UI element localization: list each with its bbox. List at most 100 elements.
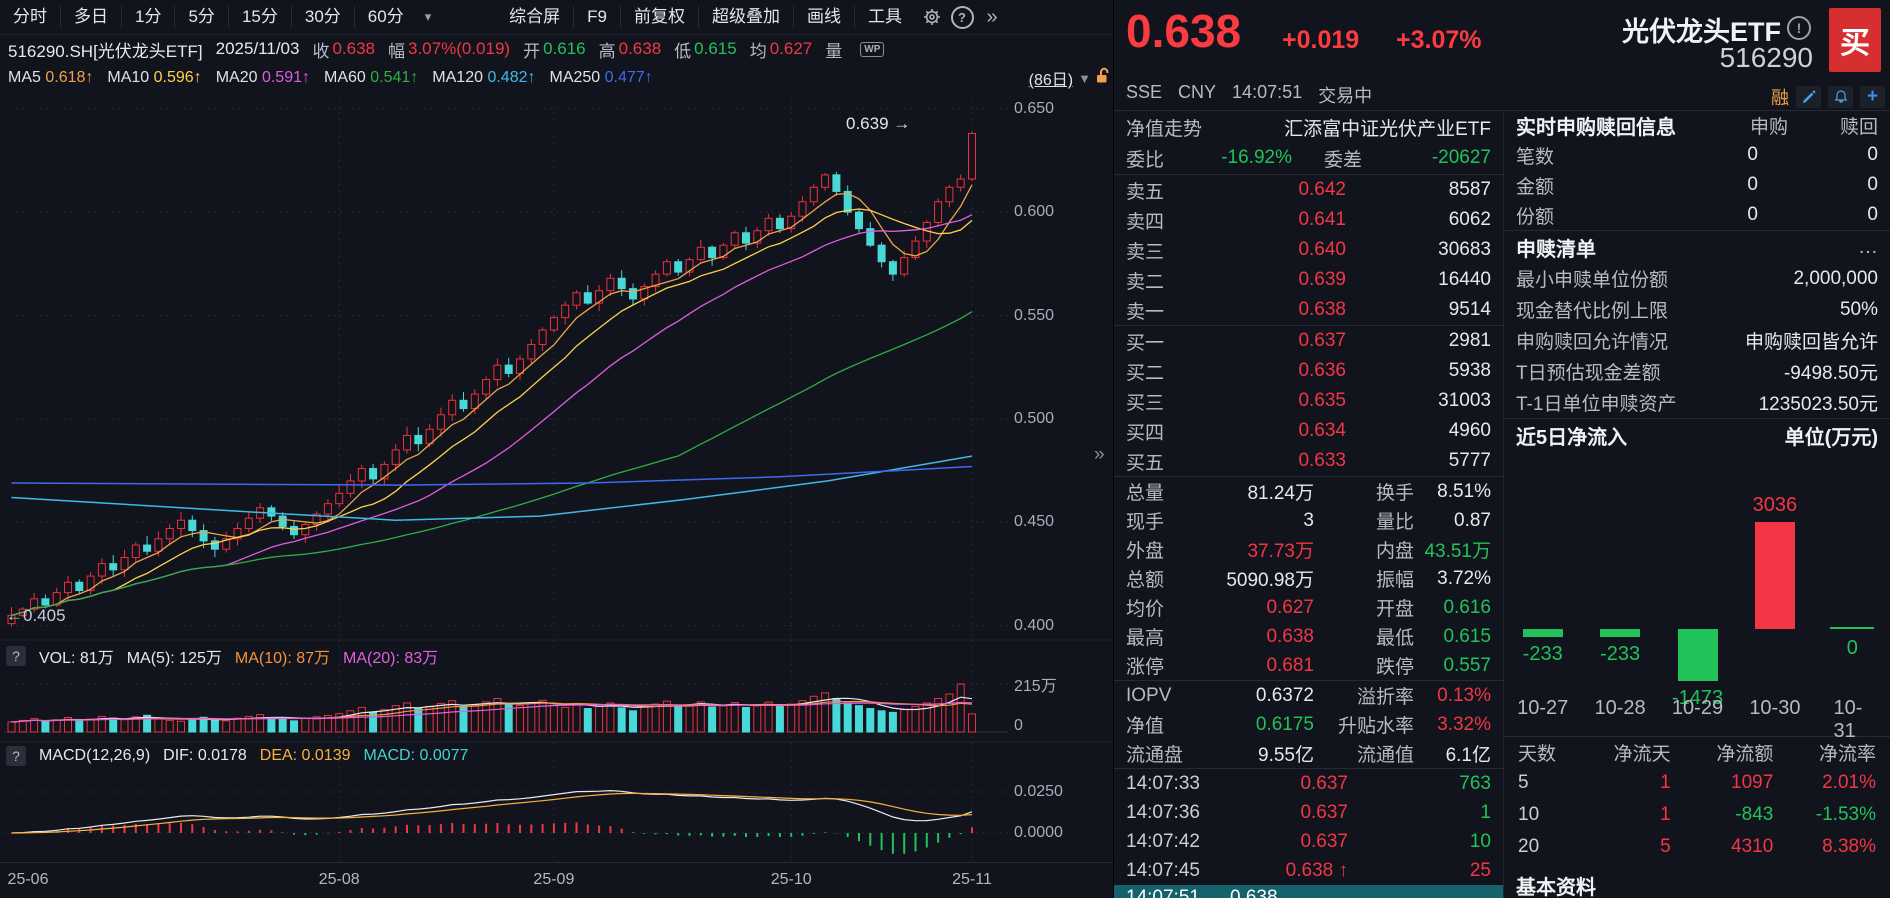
weibi-label: 委比 [1126,149,1165,171]
sell-row[interactable]: 卖五 0.642 8587 [1114,175,1503,205]
time-axis-tick: 25-08 [318,871,360,888]
book-level-label: 卖一 [1126,301,1165,323]
tick-qty: 25 [1469,859,1491,881]
tool-综合屏[interactable]: 综合屏 [509,7,561,26]
tick-row[interactable]: 14:07:42 0.637 10 [1114,827,1503,856]
tick-time: 14:07:42 [1126,830,1200,852]
period-dropdown-caret-icon[interactable]: ▾ [424,9,432,24]
tick-row[interactable]: 14:07:45 0.638 ↑ 25 [1114,856,1503,885]
sell-row[interactable]: 卖二 0.639 16440 [1114,265,1503,295]
nav-trend-row[interactable]: 净值走势 汇添富中证光伏产业ETF [1114,112,1503,142]
weibi-value: -16.92% [1221,147,1292,168]
security-name: 光伏龙头ETF [1622,17,1781,47]
book-qty: 5777 [1448,450,1491,471]
flow-table-cell: 1097 [1731,772,1774,793]
kline-chart[interactable]: 0.650 0.600 0.550 0.500 0.450 0.400 215万 0 0.025… [0,92,1113,898]
buy-row[interactable]: 买一 0.637 2981 [1114,326,1503,356]
net-inflow-value: 0 [1846,637,1858,659]
tick-row-highlighted[interactable]: 14:07:51 0.638 [1114,885,1503,898]
time-axis-tick: 25-09 [533,871,575,888]
more-tools-icon[interactable]: » [986,5,998,28]
period-tab-15分[interactable]: 15分 [227,6,291,28]
info-item-5: 高 0.638 [599,37,662,62]
stat-value: 0.615 [1443,625,1491,647]
buy-button[interactable]: 买 [1829,8,1881,72]
alert-bell-icon[interactable] [1828,86,1853,108]
time-axis-tick: 25-06 [7,871,49,888]
period-tab-1分[interactable]: 1分 [121,6,174,28]
info-item-3: 幅 3.07%(0.019) [388,37,510,62]
high-price-annotation: 0.639 → [846,114,911,133]
stat-label: 总量 [1126,483,1165,504]
period-tab-60分[interactable]: 60分 [353,6,417,28]
tool-F9[interactable]: F9 [573,6,620,28]
stat-label: 跌停 [1375,657,1414,678]
period-tab-30分[interactable]: 30分 [290,6,354,28]
redemption-label: 现金替代比例上限 [1516,301,1669,322]
book-level-label: 卖五 [1126,181,1165,203]
redemption-label: 最小申赎单位份额 [1516,270,1669,291]
basic-info-section-title[interactable]: 基本资料 [1516,877,1596,898]
stat-row: 流通盘 9.55亿 流通值 6.1亿 [1114,739,1503,768]
gear-icon[interactable] [919,5,945,29]
toolbar-tools: 综合屏 F9 前复权 超级叠加 画线 工具? » [496,5,1005,29]
period-tab-分时[interactable]: 分时 [13,7,47,26]
wp-widget-icon[interactable]: WP [860,41,885,57]
info-value: 0.638 [618,39,662,58]
edit-icon[interactable] [1796,86,1821,108]
period-tab-多日[interactable]: 多日 [60,6,121,28]
stat-value: 9.55亿 [1258,745,1314,766]
range-selector[interactable]: (86日) [1028,72,1074,89]
book-level-label: 买一 [1126,332,1165,354]
sell-row[interactable]: 卖三 0.640 30683 [1114,235,1503,265]
range-caret-icon[interactable]: ▼ [1078,70,1091,86]
tick-row[interactable]: 14:07:36 0.637 1 [1114,798,1503,827]
net-inflow-value: -233 [1522,643,1563,665]
more-dots-icon[interactable]: … [1858,235,1878,258]
net-inflow-date: 10-30 [1749,697,1801,719]
tool-超级叠加[interactable]: 超级叠加 [698,6,793,28]
info-item-2: 收 0.638 [312,37,375,62]
add-icon[interactable]: + [1860,86,1885,108]
help-icon[interactable]: ? [949,5,975,29]
volume-legend-item: MA(20): 83万 [343,650,439,667]
redemption-row: T日预估现金差额 -9498.50元 [1504,356,1890,387]
stat-value: 0.616 [1443,596,1491,618]
period-tab-5分[interactable]: 5分 [174,6,227,28]
tool-前复权[interactable]: 前复权 [620,6,698,28]
info-item-1: 2025/11/03 [216,39,300,59]
unlock-icon[interactable] [1096,67,1111,89]
flow-table-cell: 1 [1660,804,1671,825]
tool-工具[interactable]: 工具 [854,6,915,28]
stat-label: IOPV [1126,684,1172,706]
sell-row[interactable]: 卖一 0.638 9514 [1114,295,1503,325]
stat-label: 均价 [1126,599,1165,620]
info-icon[interactable]: ! [1787,16,1811,40]
tick-price: 0.637 [1300,830,1348,852]
book-price: 0.633 [1298,450,1346,471]
stat-row: 总量 81.24万 换手 8.51% [1114,477,1503,506]
stat-label: 总额 [1126,570,1165,591]
redemption-row: 现金替代比例上限 50% [1504,294,1890,325]
stat-label: 开盘 [1375,599,1414,620]
quote-header: 0.638 +0.019 +3.07% 光伏龙头ETF ! 516290 买 S… [1113,0,1890,111]
buy-row[interactable]: 买五 0.633 5777 [1114,446,1503,476]
tick-row[interactable]: 14:07:33 0.637 763 [1114,769,1503,798]
indicator-help-icon[interactable]: ? [6,646,26,666]
indicator-axis-tick: 0.0250 [1014,783,1063,800]
book-price: 0.638 [1298,299,1346,320]
book-qty: 9514 [1448,299,1491,320]
buy-row[interactable]: 买四 0.634 4960 [1114,416,1503,446]
subscribe-row: 份额 0 0 [1504,200,1890,230]
stat-row: 净值 0.6175 升贴水率 3.32% [1114,710,1503,739]
low-price-annotation: ←0.405 [6,606,66,625]
tool-画线[interactable]: 画线 [793,6,854,28]
buy-row[interactable]: 买二 0.636 5938 [1114,356,1503,386]
sell-row[interactable]: 卖四 0.641 6062 [1114,205,1503,235]
time-axis-tick: 25-11 [952,871,992,888]
collapse-panel-icon[interactable]: » [1094,444,1105,465]
indicator-help-icon[interactable]: ? [6,746,26,766]
buy-row[interactable]: 买三 0.635 31003 [1114,386,1503,416]
info-value: 0.627 [769,39,813,58]
